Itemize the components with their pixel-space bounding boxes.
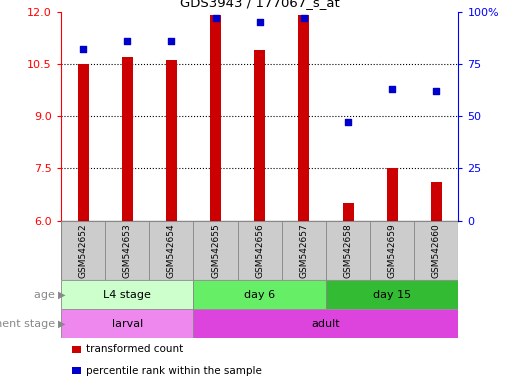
Bar bbox=[193, 221, 237, 280]
Bar bbox=[193, 280, 326, 309]
Bar bbox=[326, 280, 458, 309]
Bar bbox=[193, 309, 458, 338]
Text: GSM542652: GSM542652 bbox=[78, 223, 87, 278]
Point bbox=[432, 88, 440, 94]
Bar bbox=[122, 57, 132, 221]
Text: age: age bbox=[34, 290, 58, 300]
Text: GSM542658: GSM542658 bbox=[343, 223, 352, 278]
Bar bbox=[166, 60, 177, 221]
Text: day 15: day 15 bbox=[373, 290, 411, 300]
Bar bbox=[414, 221, 458, 280]
Point bbox=[167, 38, 175, 44]
Bar bbox=[210, 15, 221, 221]
Text: percentile rank within the sample: percentile rank within the sample bbox=[86, 366, 262, 376]
Point bbox=[79, 46, 87, 52]
Text: GSM542660: GSM542660 bbox=[432, 223, 441, 278]
Bar bbox=[61, 221, 105, 280]
Point bbox=[344, 119, 352, 126]
Bar bbox=[237, 221, 282, 280]
Text: L4 stage: L4 stage bbox=[103, 290, 151, 300]
Bar bbox=[370, 221, 414, 280]
Point bbox=[388, 86, 396, 92]
Point bbox=[299, 15, 308, 21]
Bar bbox=[61, 309, 193, 338]
Bar bbox=[61, 280, 193, 309]
Text: development stage: development stage bbox=[0, 318, 58, 329]
Bar bbox=[342, 204, 354, 221]
Text: ▶: ▶ bbox=[58, 318, 66, 329]
Text: adult: adult bbox=[312, 318, 340, 329]
Text: larval: larval bbox=[112, 318, 143, 329]
Bar bbox=[105, 221, 149, 280]
Bar bbox=[254, 50, 265, 221]
Text: GSM542659: GSM542659 bbox=[388, 223, 396, 278]
Text: GSM542656: GSM542656 bbox=[255, 223, 264, 278]
Bar bbox=[387, 169, 398, 221]
Bar bbox=[77, 64, 89, 221]
Bar bbox=[282, 221, 326, 280]
Bar bbox=[431, 182, 442, 221]
Text: GSM542655: GSM542655 bbox=[211, 223, 220, 278]
Title: GDS3943 / 177067_s_at: GDS3943 / 177067_s_at bbox=[180, 0, 340, 9]
Text: day 6: day 6 bbox=[244, 290, 275, 300]
Point bbox=[211, 15, 220, 21]
Text: ▶: ▶ bbox=[58, 290, 66, 300]
Text: GSM542653: GSM542653 bbox=[123, 223, 131, 278]
Bar bbox=[149, 221, 193, 280]
Point bbox=[123, 38, 131, 44]
Text: transformed count: transformed count bbox=[86, 344, 183, 354]
Bar bbox=[298, 15, 310, 221]
Bar bbox=[326, 221, 370, 280]
Text: GSM542654: GSM542654 bbox=[167, 223, 176, 278]
Point bbox=[255, 19, 264, 25]
Text: GSM542657: GSM542657 bbox=[299, 223, 308, 278]
